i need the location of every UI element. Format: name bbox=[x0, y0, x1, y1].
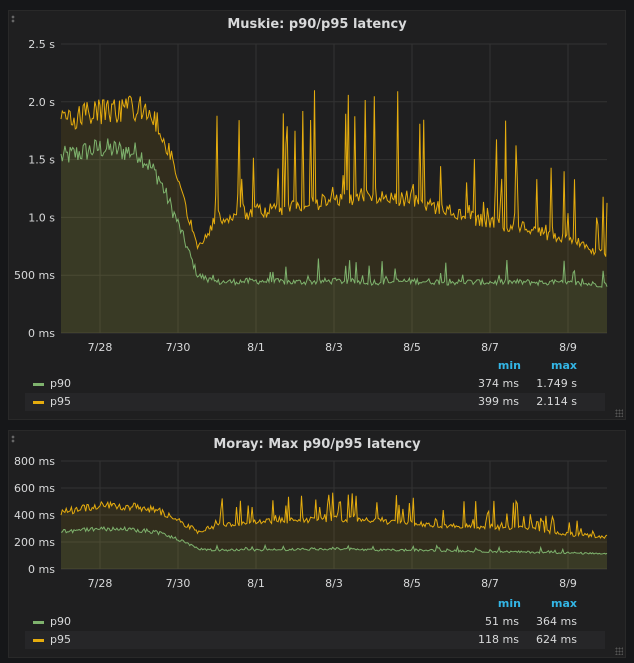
legend-series-name[interactable]: p90 bbox=[50, 615, 71, 628]
y-tick-label: 200 ms bbox=[14, 536, 55, 549]
legend-max-value: 2.114 s bbox=[536, 395, 577, 408]
legend: min max p90 374 ms 1.749 s p95 399 ms 2.… bbox=[9, 357, 625, 411]
legend-min-value: 374 ms bbox=[478, 377, 519, 390]
series-area-p95 bbox=[61, 90, 607, 333]
y-tick-label: 400 ms bbox=[14, 509, 55, 522]
x-tick-label: 7/28 bbox=[88, 577, 113, 589]
y-tick-label: 600 ms bbox=[14, 482, 55, 495]
y-tick-label: 0 ms bbox=[28, 563, 55, 576]
legend-swatch-p90 bbox=[33, 621, 44, 624]
panel-title[interactable]: Moray: Max p90/p95 latency bbox=[213, 437, 421, 452]
x-tick-label: 8/7 bbox=[481, 341, 499, 351]
series-line-p90 bbox=[60, 138, 608, 288]
series-line-p90 bbox=[60, 525, 608, 555]
legend-row-p95[interactable]: p95 399 ms 2.114 s bbox=[25, 393, 605, 411]
y-tick-label: 2.0 s bbox=[28, 96, 55, 109]
y-tick-label: 2.5 s bbox=[28, 38, 55, 51]
y-tick-label: 500 ms bbox=[14, 269, 55, 282]
drag-handle-icon[interactable] bbox=[11, 435, 15, 443]
resize-handle-icon[interactable] bbox=[615, 647, 623, 655]
legend-header: min max bbox=[9, 595, 625, 613]
y-tick-label: 1.5 s bbox=[28, 154, 55, 167]
resize-handle-icon[interactable] bbox=[615, 409, 623, 417]
legend-max-value: 364 ms bbox=[536, 615, 577, 628]
series-line-p95 bbox=[60, 90, 608, 257]
series-area-p90 bbox=[61, 138, 607, 333]
x-tick-label: 8/5 bbox=[403, 577, 421, 589]
drag-handle-icon[interactable] bbox=[11, 15, 15, 23]
series-line-p95 bbox=[60, 492, 608, 539]
moray-latency-panel: Moray: Max p90/p95 latency 0 ms 200 ms 400… bbox=[8, 430, 626, 658]
legend-swatch-p95 bbox=[33, 401, 44, 404]
muskie-latency-chart[interactable]: 0 ms 500 ms 1.0 s 1.5 s 2.0 s 2.5 s 7/28 7/30 8/… bbox=[9, 11, 625, 351]
x-tick-label: 8/5 bbox=[403, 341, 421, 351]
x-tick-label: 8/7 bbox=[481, 577, 499, 589]
moray-latency-chart[interactable]: 0 ms 200 ms 400 ms 600 ms 800 ms 7/28 7/30 8/1 8… bbox=[9, 431, 625, 589]
legend-swatch-p95 bbox=[33, 639, 44, 642]
legend-max-value: 624 ms bbox=[536, 633, 577, 646]
panel-title[interactable]: Muskie: p90/p95 latency bbox=[227, 17, 407, 32]
y-tick-label: 800 ms bbox=[14, 455, 55, 468]
series-area-p95 bbox=[61, 492, 607, 569]
legend-series-name[interactable]: p95 bbox=[50, 633, 71, 646]
legend-max-header[interactable]: max bbox=[551, 359, 577, 372]
legend-min-header[interactable]: min bbox=[497, 597, 521, 610]
x-tick-label: 8/9 bbox=[559, 577, 577, 589]
legend: min max p90 51 ms 364 ms p95 118 ms 624 … bbox=[9, 595, 625, 649]
y-tick-label: 0 ms bbox=[28, 327, 55, 340]
x-tick-label: 7/30 bbox=[166, 341, 191, 351]
x-tick-label: 7/30 bbox=[166, 577, 191, 589]
legend-header: min max bbox=[9, 357, 625, 375]
x-tick-label: 8/3 bbox=[325, 577, 343, 589]
x-tick-label: 8/1 bbox=[247, 577, 265, 589]
legend-swatch-p90 bbox=[33, 383, 44, 386]
legend-min-header[interactable]: min bbox=[497, 359, 521, 372]
legend-row-p90[interactable]: p90 374 ms 1.749 s bbox=[25, 375, 605, 393]
legend-max-value: 1.749 s bbox=[536, 377, 577, 390]
legend-min-value: 51 ms bbox=[485, 615, 519, 628]
y-tick-label: 1.0 s bbox=[28, 211, 55, 224]
legend-series-name[interactable]: p95 bbox=[50, 395, 71, 408]
legend-row-p95[interactable]: p95 118 ms 624 ms bbox=[25, 631, 605, 649]
x-tick-label: 7/28 bbox=[88, 341, 113, 351]
muskie-latency-panel: Muskie: p90/p95 latency 0 ms 500 ms 1.0 s 1… bbox=[8, 10, 626, 420]
x-tick-label: 8/9 bbox=[559, 341, 577, 351]
legend-min-value: 118 ms bbox=[478, 633, 519, 646]
legend-row-p90[interactable]: p90 51 ms 364 ms bbox=[25, 613, 605, 631]
legend-min-value: 399 ms bbox=[478, 395, 519, 408]
x-tick-label: 8/3 bbox=[325, 341, 343, 351]
legend-max-header[interactable]: max bbox=[551, 597, 577, 610]
legend-series-name[interactable]: p90 bbox=[50, 377, 71, 390]
x-tick-label: 8/1 bbox=[247, 341, 265, 351]
series-area-p90 bbox=[61, 527, 607, 569]
